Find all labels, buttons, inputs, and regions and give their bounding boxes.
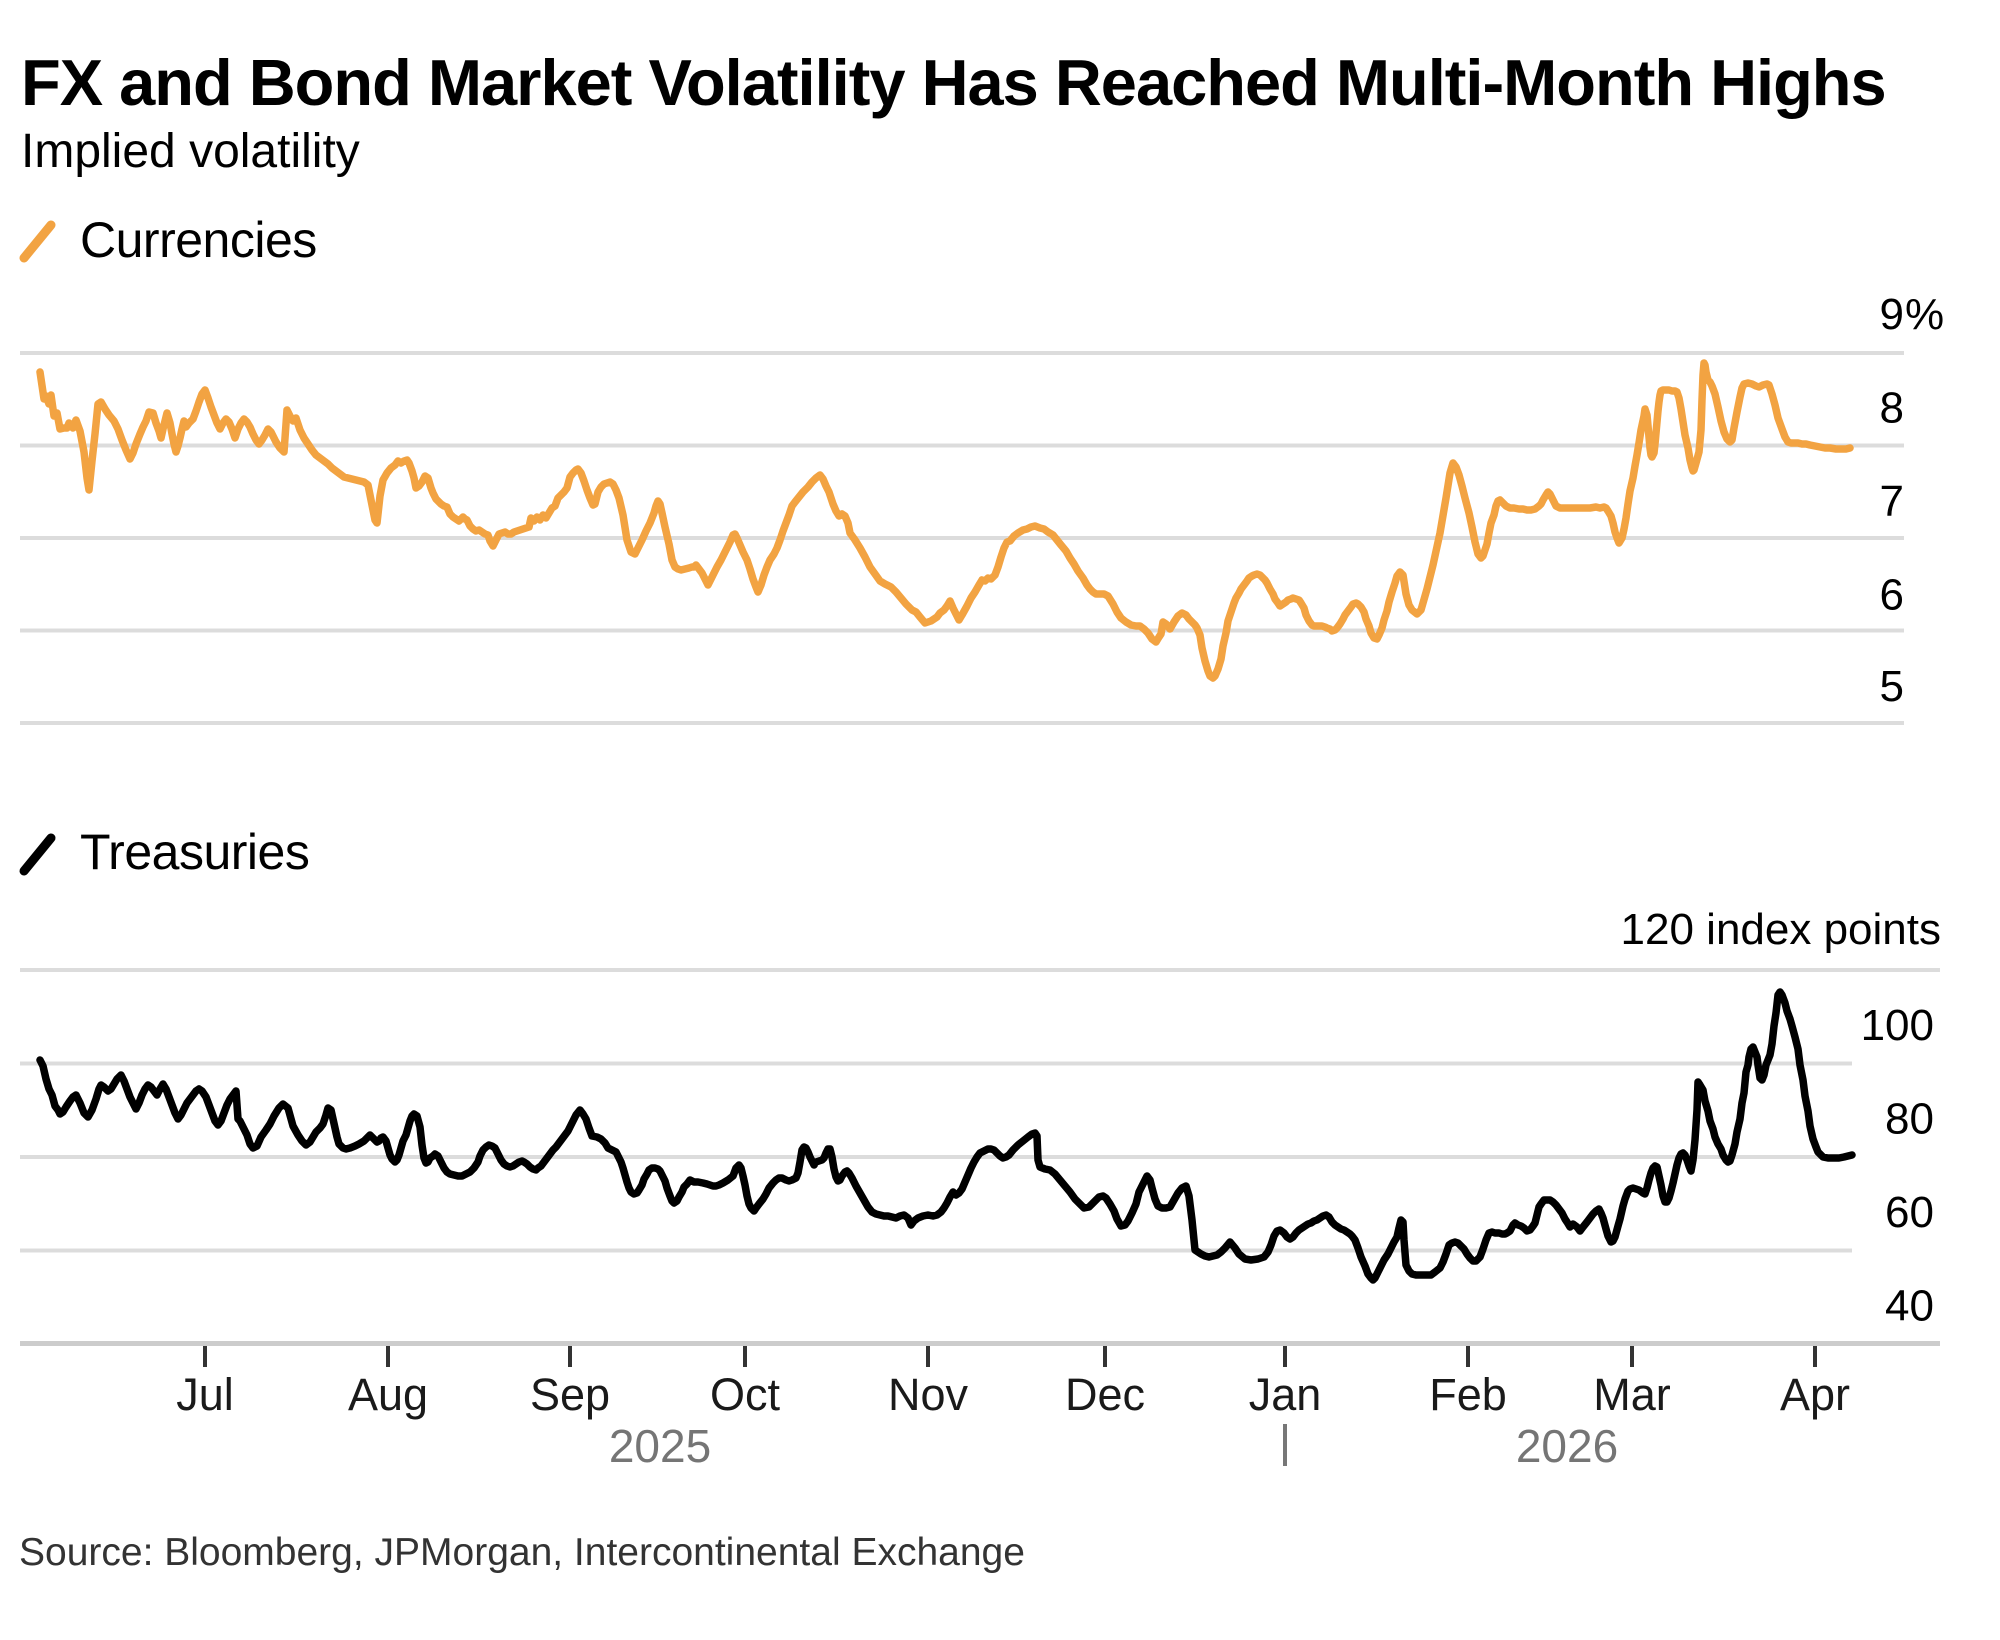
svg-text:7: 7 — [1880, 477, 1904, 526]
svg-text:Dec: Dec — [1065, 1369, 1145, 1420]
svg-text:80: 80 — [1885, 1095, 1934, 1144]
svg-text:Jan: Jan — [1249, 1369, 1322, 1420]
svg-text:60: 60 — [1885, 1188, 1934, 1237]
svg-text:Sep: Sep — [530, 1369, 610, 1420]
svg-text:Feb: Feb — [1429, 1369, 1507, 1420]
svg-text:5: 5 — [1880, 662, 1904, 711]
svg-text:40: 40 — [1885, 1282, 1934, 1331]
svg-text:8: 8 — [1880, 384, 1904, 433]
svg-text:%: % — [1905, 290, 1944, 339]
svg-text:Apr: Apr — [1780, 1369, 1850, 1420]
svg-text:Source: Bloomberg, JPMorgan, I: Source: Bloomberg, JPMorgan, Intercontin… — [19, 1531, 1025, 1574]
svg-text:Oct: Oct — [710, 1369, 781, 1420]
svg-text:Nov: Nov — [888, 1369, 969, 1420]
svg-text:Treasuries: Treasuries — [80, 824, 309, 880]
svg-text:Implied volatility: Implied volatility — [21, 125, 360, 178]
svg-text:FX and Bond Market Volatility: FX and Bond Market Volatility Has Reache… — [21, 46, 1886, 119]
svg-text:100: 100 — [1861, 1001, 1934, 1050]
svg-text:2026: 2026 — [1516, 1420, 1618, 1472]
svg-text:Aug: Aug — [348, 1369, 428, 1420]
svg-text:Jul: Jul — [176, 1369, 234, 1420]
svg-text:120 index points: 120 index points — [1621, 905, 1941, 954]
svg-text:Mar: Mar — [1593, 1369, 1671, 1420]
svg-text:Currencies: Currencies — [80, 212, 317, 268]
svg-text:9: 9 — [1880, 290, 1904, 339]
svg-text:6: 6 — [1880, 571, 1904, 620]
svg-text:2025: 2025 — [609, 1420, 711, 1472]
